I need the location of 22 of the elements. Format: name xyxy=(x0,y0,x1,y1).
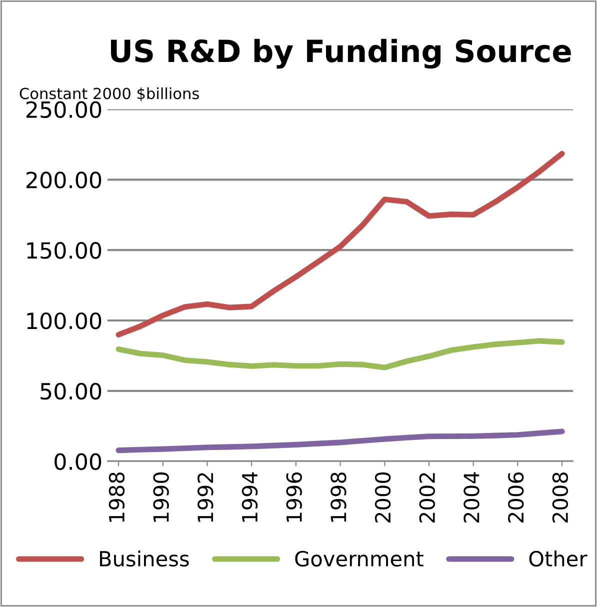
x-tick-label: 1988 xyxy=(108,472,125,522)
x-tick-label: 2000 xyxy=(374,472,391,523)
legend-label: Business xyxy=(100,550,189,567)
x-tick-label: 1998 xyxy=(330,472,346,522)
legend-label: Other xyxy=(529,550,588,567)
x-tick-label: 1994 xyxy=(242,472,258,522)
x-tick-label: 1990 xyxy=(153,472,169,522)
x-tick-label: 2004 xyxy=(464,472,480,523)
x-tick-label: 2008 xyxy=(552,472,568,523)
y-tick-label: 100.00 xyxy=(27,312,102,330)
y-tick-label: 150.00 xyxy=(27,242,102,259)
y-tick-label: 50.00 xyxy=(40,382,102,400)
x-tick-label: 1992 xyxy=(198,473,214,522)
y-tick-label: 200.00 xyxy=(26,172,102,188)
y-tick-label: 250.00 xyxy=(26,101,102,118)
x-tick-label: 1996 xyxy=(286,472,302,522)
y-tick-label: 0.00 xyxy=(54,453,102,470)
x-tick-label: 2006 xyxy=(508,472,524,523)
chart-title: US R&D by Funding Source xyxy=(111,38,571,69)
y-axis-title: Constant 2000 $billions xyxy=(20,87,199,102)
x-tick-label: 2002 xyxy=(419,473,436,523)
legend-label: Government xyxy=(295,550,424,567)
